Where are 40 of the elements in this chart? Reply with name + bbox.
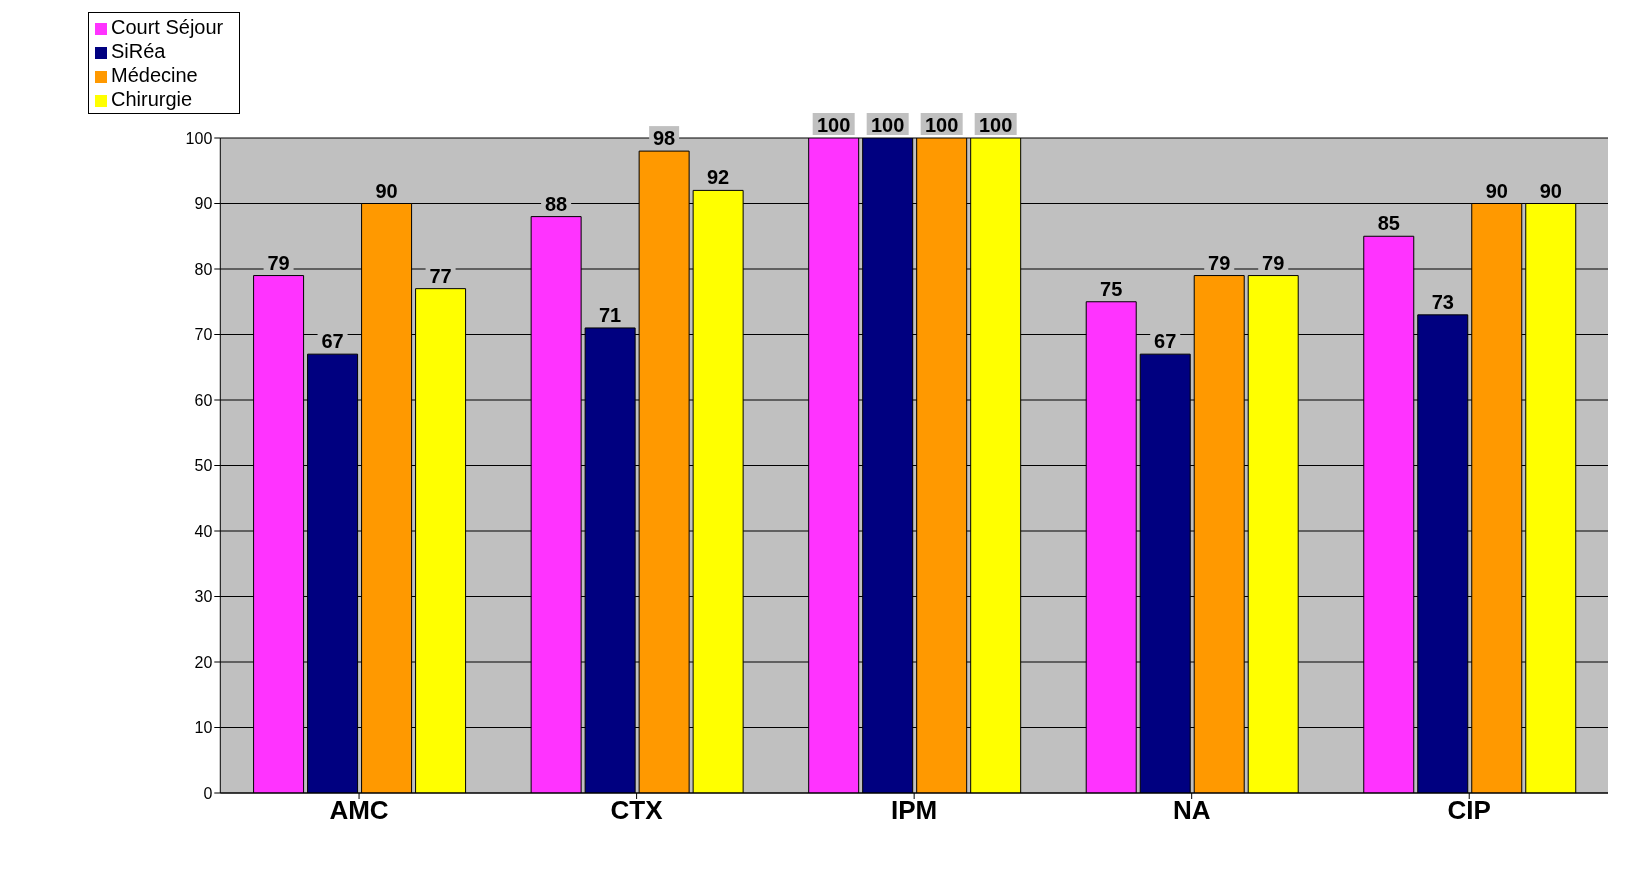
y-tick-label: 50 xyxy=(194,457,213,475)
legend-label: Court Séjour xyxy=(111,16,224,38)
data-label: 100 xyxy=(816,114,851,136)
x-tick-label: IPM xyxy=(891,795,938,826)
data-label: 73 xyxy=(1431,290,1454,313)
data-label: 79 xyxy=(1262,251,1285,274)
y-tick-label: 100 xyxy=(185,129,213,147)
data-label: 100 xyxy=(870,114,905,136)
y-tick-label: 80 xyxy=(194,260,213,278)
data-label: 67 xyxy=(1154,330,1177,353)
data-label: 90 xyxy=(1539,179,1562,202)
data-label: 98 xyxy=(653,127,676,150)
data-label: 79 xyxy=(1208,251,1231,274)
y-tick-label: 30 xyxy=(194,588,213,606)
y-tick-label: 90 xyxy=(194,195,213,213)
data-label: 92 xyxy=(707,166,730,189)
x-tick-label: AMC xyxy=(329,795,389,826)
data-label: 100 xyxy=(978,114,1013,136)
data-label: 79 xyxy=(267,251,290,274)
x-tick-label: CIP xyxy=(1447,795,1491,826)
data-label: 100 xyxy=(924,114,959,136)
data-label: 90 xyxy=(1485,179,1508,202)
y-tick-label: 70 xyxy=(194,326,213,344)
x-tick-label: NA xyxy=(1172,795,1211,826)
data-label: 85 xyxy=(1377,212,1400,235)
legend-label: Chirurgie xyxy=(111,88,193,110)
legend-label: SiRéa xyxy=(111,40,166,62)
data-label: 88 xyxy=(545,192,568,215)
data-label: 90 xyxy=(375,179,398,202)
data-label: 77 xyxy=(429,264,452,287)
data-label: 67 xyxy=(321,330,344,353)
y-tick-label: 20 xyxy=(194,653,213,671)
y-tick-label: 0 xyxy=(203,784,213,802)
x-tick-label: CTX xyxy=(610,795,664,826)
y-tick-label: 60 xyxy=(194,391,213,409)
y-tick-label: 10 xyxy=(194,719,213,737)
legend-label: Médecine xyxy=(111,64,198,86)
data-label: 71 xyxy=(599,303,622,326)
data-label: 75 xyxy=(1100,277,1123,300)
y-tick-label: 40 xyxy=(194,522,213,540)
